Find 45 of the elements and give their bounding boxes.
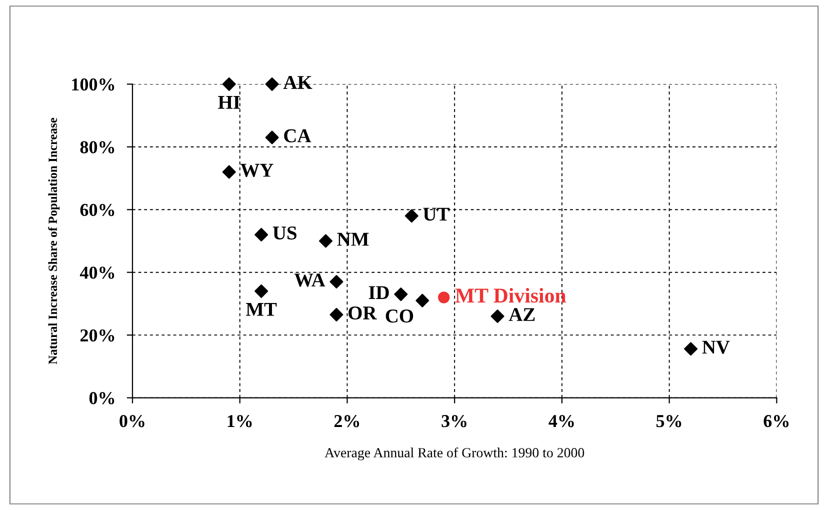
- x-tick-label: 0%: [120, 414, 144, 428]
- x-tick-label: 3%: [442, 414, 466, 428]
- point: [330, 275, 344, 288]
- point: [222, 165, 236, 179]
- x-axis-title: Average Annual Rate of Growth: 1990 to 2000: [324, 448, 584, 460]
- y-tick-label: 100%: [72, 78, 114, 91]
- series-label: ID: [368, 286, 389, 300]
- point: [490, 310, 504, 323]
- series-label: MT: [246, 303, 277, 316]
- y-tick-label: 80%: [80, 141, 114, 154]
- y-tick-label: 60%: [80, 204, 114, 216]
- series-label: AK: [283, 76, 312, 89]
- series-label: AZ: [508, 308, 535, 321]
- point: [684, 342, 698, 356]
- point: [265, 130, 279, 144]
- series-label: CA: [284, 129, 312, 142]
- point: [318, 234, 332, 248]
- series-label: HI: [218, 96, 240, 109]
- series-label: WA: [294, 274, 326, 287]
- point: [330, 308, 344, 322]
- point: [416, 294, 430, 308]
- point: [254, 284, 268, 298]
- point: [254, 228, 268, 242]
- point: [222, 77, 236, 91]
- point: [265, 77, 279, 91]
- series-label: UT: [423, 208, 450, 221]
- y-tick-label: 40%: [80, 266, 114, 279]
- y-tick-label: 0%: [89, 392, 114, 404]
- point: [394, 288, 408, 302]
- y-tick-label: 20%: [80, 329, 114, 342]
- x-tick-label: 6%: [764, 414, 789, 428]
- series-label: WY: [240, 164, 274, 177]
- series-label: CO: [386, 310, 414, 323]
- x-tick-label: 5%: [656, 414, 682, 428]
- series-label: MT Division: [455, 288, 566, 303]
- x-tick-label: 1%: [228, 414, 252, 428]
- point: [404, 209, 418, 223]
- point: [438, 292, 450, 304]
- x-tick-label: 2%: [334, 414, 360, 428]
- y-axis-title: Natural Increase Share of Population Increase: [48, 118, 60, 364]
- series-label: NM: [337, 232, 369, 246]
- series-label: OR: [348, 306, 377, 320]
- series-label: NV: [702, 340, 730, 354]
- x-tick-label: 4%: [548, 414, 574, 428]
- series-label: US: [272, 226, 296, 240]
